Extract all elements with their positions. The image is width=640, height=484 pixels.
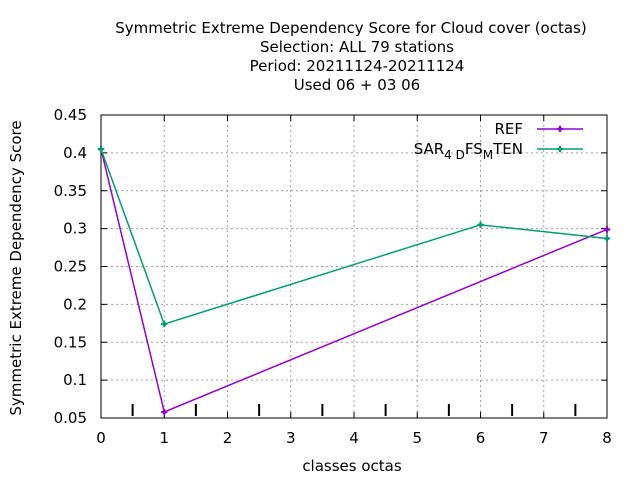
data-point: [603, 226, 611, 233]
series-group: [97, 145, 611, 416]
legend-label-part: SAR: [414, 140, 444, 158]
legend: REF SAR4 DFSMTEN: [414, 120, 583, 162]
series-2: [97, 145, 611, 328]
y-axis-label: Symmetric Extreme Dependency Score: [7, 120, 25, 415]
legend-item-1: REF: [494, 120, 583, 138]
marker-dot: [162, 322, 167, 327]
y-tick-label: 0.4: [63, 144, 87, 162]
x-tick-label: 4: [349, 429, 359, 447]
data-point: [556, 145, 564, 153]
marker-dot: [605, 227, 609, 232]
x-axis-label: classes octas: [302, 457, 402, 475]
legend-label-part: M: [483, 148, 493, 162]
y-tick-label: 0.2: [63, 295, 87, 313]
x-tick-label: 1: [159, 429, 169, 447]
marker-dot: [162, 409, 167, 414]
legend-label-part: 4 D: [444, 148, 465, 162]
data-point: [603, 235, 611, 242]
title-line-4: Used 06 + 03 06: [294, 76, 420, 94]
x-tick-label: 0: [96, 429, 106, 447]
chart-title: Symmetric Extreme Dependency Score for C…: [115, 19, 586, 94]
y-tick-label: 0.1: [63, 371, 87, 389]
y-tick-label: 0.15: [54, 333, 87, 351]
data-point: [161, 408, 168, 416]
series-line: [100, 148, 608, 326]
data-point: [477, 221, 484, 229]
count-marks: [131, 404, 577, 416]
y-tick-label: 0.05: [54, 409, 87, 427]
data-point: [161, 320, 168, 328]
grid: [101, 115, 607, 418]
data-point: [556, 125, 564, 133]
title-line-2: Selection: ALL 79 stations: [260, 38, 454, 56]
x-tick-label: 6: [476, 429, 486, 447]
title-line-1: Symmetric Extreme Dependency Score for C…: [115, 19, 586, 37]
x-tick-label: 7: [539, 429, 549, 447]
data-point: [97, 145, 105, 153]
y-tick-label: 0.45: [54, 106, 87, 124]
title-line-3: Period: 20211124-20211124: [250, 57, 465, 75]
legend-label-part: FS: [465, 140, 483, 158]
x-tick-label: 3: [286, 429, 296, 447]
y-tick-label: 0.25: [54, 258, 87, 276]
legend-label: SAR4 DFSMTEN: [414, 140, 523, 162]
x-tick-label: 8: [602, 429, 612, 447]
marker-dot: [605, 236, 609, 241]
marker-dot: [558, 127, 562, 131]
y-tick-label: 0.3: [63, 220, 87, 238]
x-tick-label: 2: [223, 429, 233, 447]
marker-dot: [478, 222, 483, 227]
x-tick-label: 5: [412, 429, 422, 447]
tick-labels: 0 1 2 3 4 5 6 7 8 0.05 0.1 0.15 0.2 0.25 0.3 0.35 0.4 0.4…: [54, 106, 612, 447]
legend-label-part: TEN: [492, 140, 523, 158]
marker-dot: [558, 147, 562, 151]
legend-item-2: SAR4 DFSMTEN: [414, 140, 583, 162]
legend-label: REF: [494, 120, 523, 138]
y-tick-label: 0.35: [54, 182, 87, 200]
marker-dot: [99, 147, 103, 152]
